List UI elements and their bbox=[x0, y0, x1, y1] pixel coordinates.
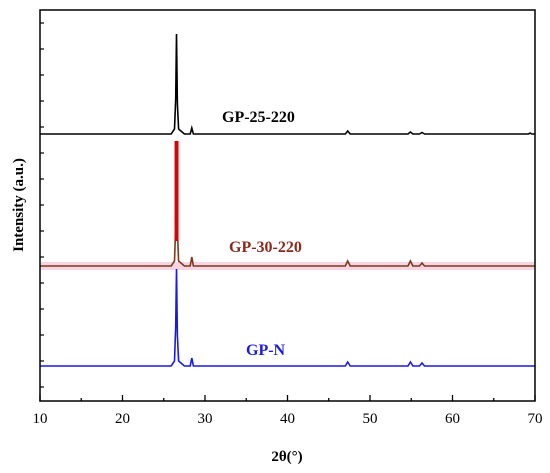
x-tick-label: 20 bbox=[115, 411, 130, 427]
series-label-gp-30-220: GP-30-220 bbox=[229, 239, 302, 256]
x-ticks-group: 10 20 30 40 50 60 70 bbox=[33, 395, 543, 427]
x-tick-label: 60 bbox=[445, 411, 460, 427]
y-axis-title: Intensity (a.u.) bbox=[11, 158, 27, 252]
x-tick-label: 30 bbox=[198, 411, 213, 427]
series-label-gp-25-220: GP-25-220 bbox=[222, 109, 295, 126]
trace-gp-25-220 bbox=[40, 33, 535, 135]
y-ticks-group bbox=[40, 22, 44, 388]
traces-group bbox=[40, 33, 535, 367]
series-labels-group: GP-25-220 GP-30-220 GP-N bbox=[222, 109, 302, 359]
x-tick-label: 50 bbox=[363, 411, 378, 427]
plot-frame bbox=[39, 9, 536, 402]
x-tick-label: 10 bbox=[33, 411, 48, 427]
x-tick-label: 40 bbox=[280, 411, 295, 427]
series-label-gp-n: GP-N bbox=[246, 342, 286, 359]
x-tick-label: 70 bbox=[528, 411, 543, 427]
x-axis-title: 2θ(°) bbox=[271, 449, 302, 465]
trace-gp-n bbox=[40, 268, 535, 367]
